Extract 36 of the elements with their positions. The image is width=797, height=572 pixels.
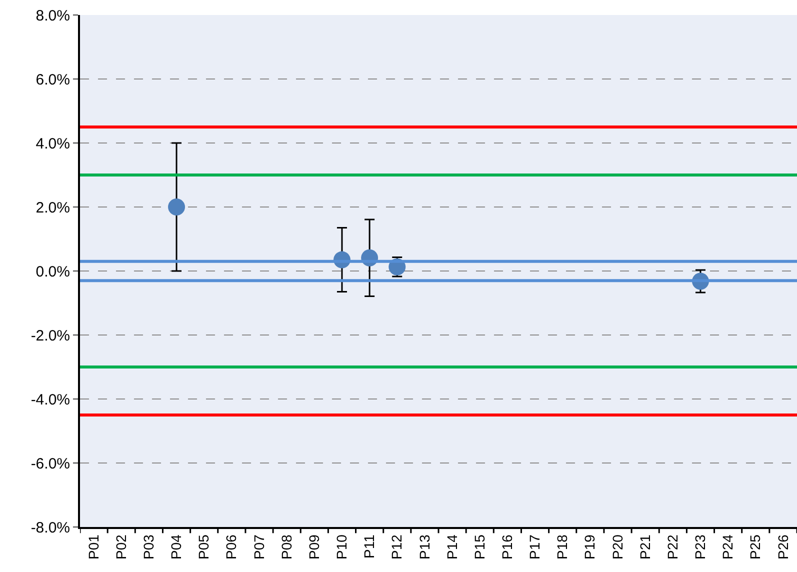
x-tick-label: P04 — [168, 534, 184, 560]
x-tick-label: P24 — [720, 534, 736, 560]
y-tick-label: -8.0% — [30, 519, 70, 536]
x-tick-label: P07 — [250, 534, 267, 560]
y-tick-label: 6.0% — [36, 71, 70, 88]
y-tick-label: -4.0% — [30, 391, 70, 408]
x-tick-label: P13 — [416, 534, 432, 560]
x-tick-label: P23 — [692, 534, 708, 560]
x-tick-label: P25 — [747, 534, 764, 560]
y-tick-label: -6.0% — [30, 455, 70, 472]
x-tick-label: P03 — [140, 534, 156, 560]
x-tick-label: P12 — [388, 534, 405, 560]
x-tick-label: P15 — [471, 534, 488, 560]
y-tick-label: 8.0% — [36, 7, 70, 24]
x-tick-label: P14 — [444, 534, 460, 560]
y-tick-label: 4.0% — [36, 135, 70, 152]
x-tick-label: P10 — [334, 534, 350, 560]
x-tick-label: P26 — [774, 534, 791, 560]
x-tick-label: P02 — [112, 534, 129, 560]
y-tick-label: 2.0% — [36, 199, 70, 216]
x-tick-label: P08 — [278, 534, 294, 560]
x-tick-label: P17 — [526, 534, 543, 560]
x-tick-label: P18 — [554, 534, 570, 560]
x-tick-label: P05 — [196, 534, 212, 560]
x-tick-label: P21 — [636, 534, 653, 560]
x-tick-label: P06 — [223, 534, 240, 560]
x-tick-label: P22 — [664, 534, 680, 560]
x-tick-label: P20 — [609, 534, 626, 560]
point — [168, 198, 186, 216]
x-tick-label: P11 — [361, 534, 378, 558]
x-tick-label: P01 — [85, 534, 102, 560]
y-tick-label: 0.0% — [36, 263, 70, 280]
x-tick-label: P16 — [498, 534, 515, 560]
x-tick-label: P19 — [582, 534, 598, 560]
y-tick-label: -2.0% — [30, 327, 70, 344]
x-tick-label: P09 — [306, 534, 322, 560]
